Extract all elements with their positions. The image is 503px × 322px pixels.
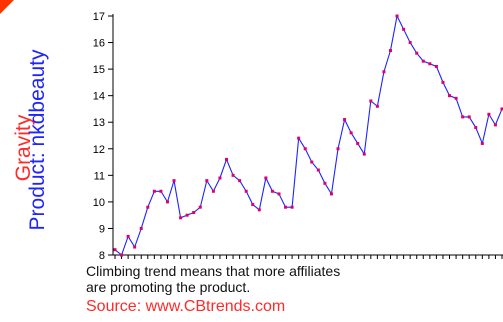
data-point	[467, 115, 471, 119]
series-line	[114, 14, 503, 256]
data-point	[349, 131, 353, 135]
data-point	[402, 27, 406, 31]
y-tick-label: 13	[93, 117, 105, 129]
data-point	[270, 189, 274, 193]
data-point	[421, 59, 425, 63]
data-point	[231, 173, 235, 177]
y-tick-label: 17	[93, 11, 105, 23]
corner-ribbon-logo	[0, 0, 14, 14]
data-point	[198, 205, 202, 209]
data-point	[113, 248, 117, 252]
data-point	[369, 99, 373, 103]
data-point	[382, 70, 386, 74]
data-point	[152, 189, 156, 193]
chart-axes	[112, 14, 503, 256]
y-tick-label: 10	[93, 197, 105, 209]
y-tick-label: 12	[93, 144, 105, 156]
x-tick-group	[114, 255, 503, 259]
data-point	[139, 226, 143, 230]
data-point	[480, 141, 484, 145]
y-tick-group: 8 9 10 11 12 13 14 15 16 17	[93, 11, 113, 262]
y-tick-label: 8	[99, 250, 105, 262]
data-point	[172, 179, 176, 183]
data-point	[487, 112, 491, 116]
data-point	[493, 123, 497, 127]
data-point	[356, 141, 360, 145]
data-point	[251, 203, 255, 207]
data-point	[284, 205, 288, 209]
data-point	[336, 147, 340, 151]
data-point	[448, 94, 452, 98]
data-point	[434, 64, 438, 68]
data-point	[126, 234, 130, 238]
data-point	[500, 107, 503, 111]
data-point	[192, 211, 196, 215]
data-point	[395, 14, 399, 18]
data-point	[244, 189, 248, 193]
data-point	[225, 157, 229, 161]
data-point	[454, 96, 458, 100]
data-point	[303, 147, 307, 151]
y-tick-label: 11	[94, 170, 105, 182]
data-point	[185, 213, 189, 217]
data-point	[375, 104, 379, 108]
data-point	[461, 115, 465, 119]
data-point	[277, 192, 281, 196]
source-link[interactable]: Source: www.CBtrends.com	[86, 298, 286, 315]
caption-line-2: are promoting the product.	[86, 279, 251, 295]
gravity-line-chart: 8 9 10 11 12 13 14 15 16 17	[93, 11, 503, 262]
data-point	[388, 49, 392, 53]
y-tick-label: 14	[93, 91, 105, 103]
y-tick-label: 16	[93, 38, 105, 50]
data-point	[323, 181, 327, 185]
data-point	[362, 152, 366, 156]
data-point	[329, 192, 333, 196]
data-point	[179, 216, 183, 220]
data-point	[133, 245, 137, 249]
data-point	[290, 205, 294, 209]
data-point	[343, 118, 347, 122]
data-point	[238, 179, 242, 183]
data-point	[264, 176, 268, 180]
data-point	[415, 51, 419, 55]
data-point	[159, 189, 163, 193]
data-point	[310, 160, 314, 164]
data-point	[257, 208, 261, 212]
data-point	[205, 179, 209, 183]
data-point	[146, 205, 150, 209]
data-point	[211, 189, 215, 193]
data-point	[165, 200, 169, 204]
caption-line-1: Climbing trend means that more affiliate…	[86, 263, 341, 279]
data-point	[120, 253, 124, 257]
y-tick-label: 15	[93, 64, 105, 76]
data-point	[428, 62, 432, 66]
data-point	[218, 176, 222, 180]
data-point	[297, 136, 301, 140]
y-tick-label: 9	[99, 223, 105, 235]
series-group	[113, 14, 503, 257]
data-point	[441, 80, 445, 84]
data-point	[408, 41, 412, 45]
data-point	[316, 168, 320, 172]
data-point	[474, 126, 478, 130]
